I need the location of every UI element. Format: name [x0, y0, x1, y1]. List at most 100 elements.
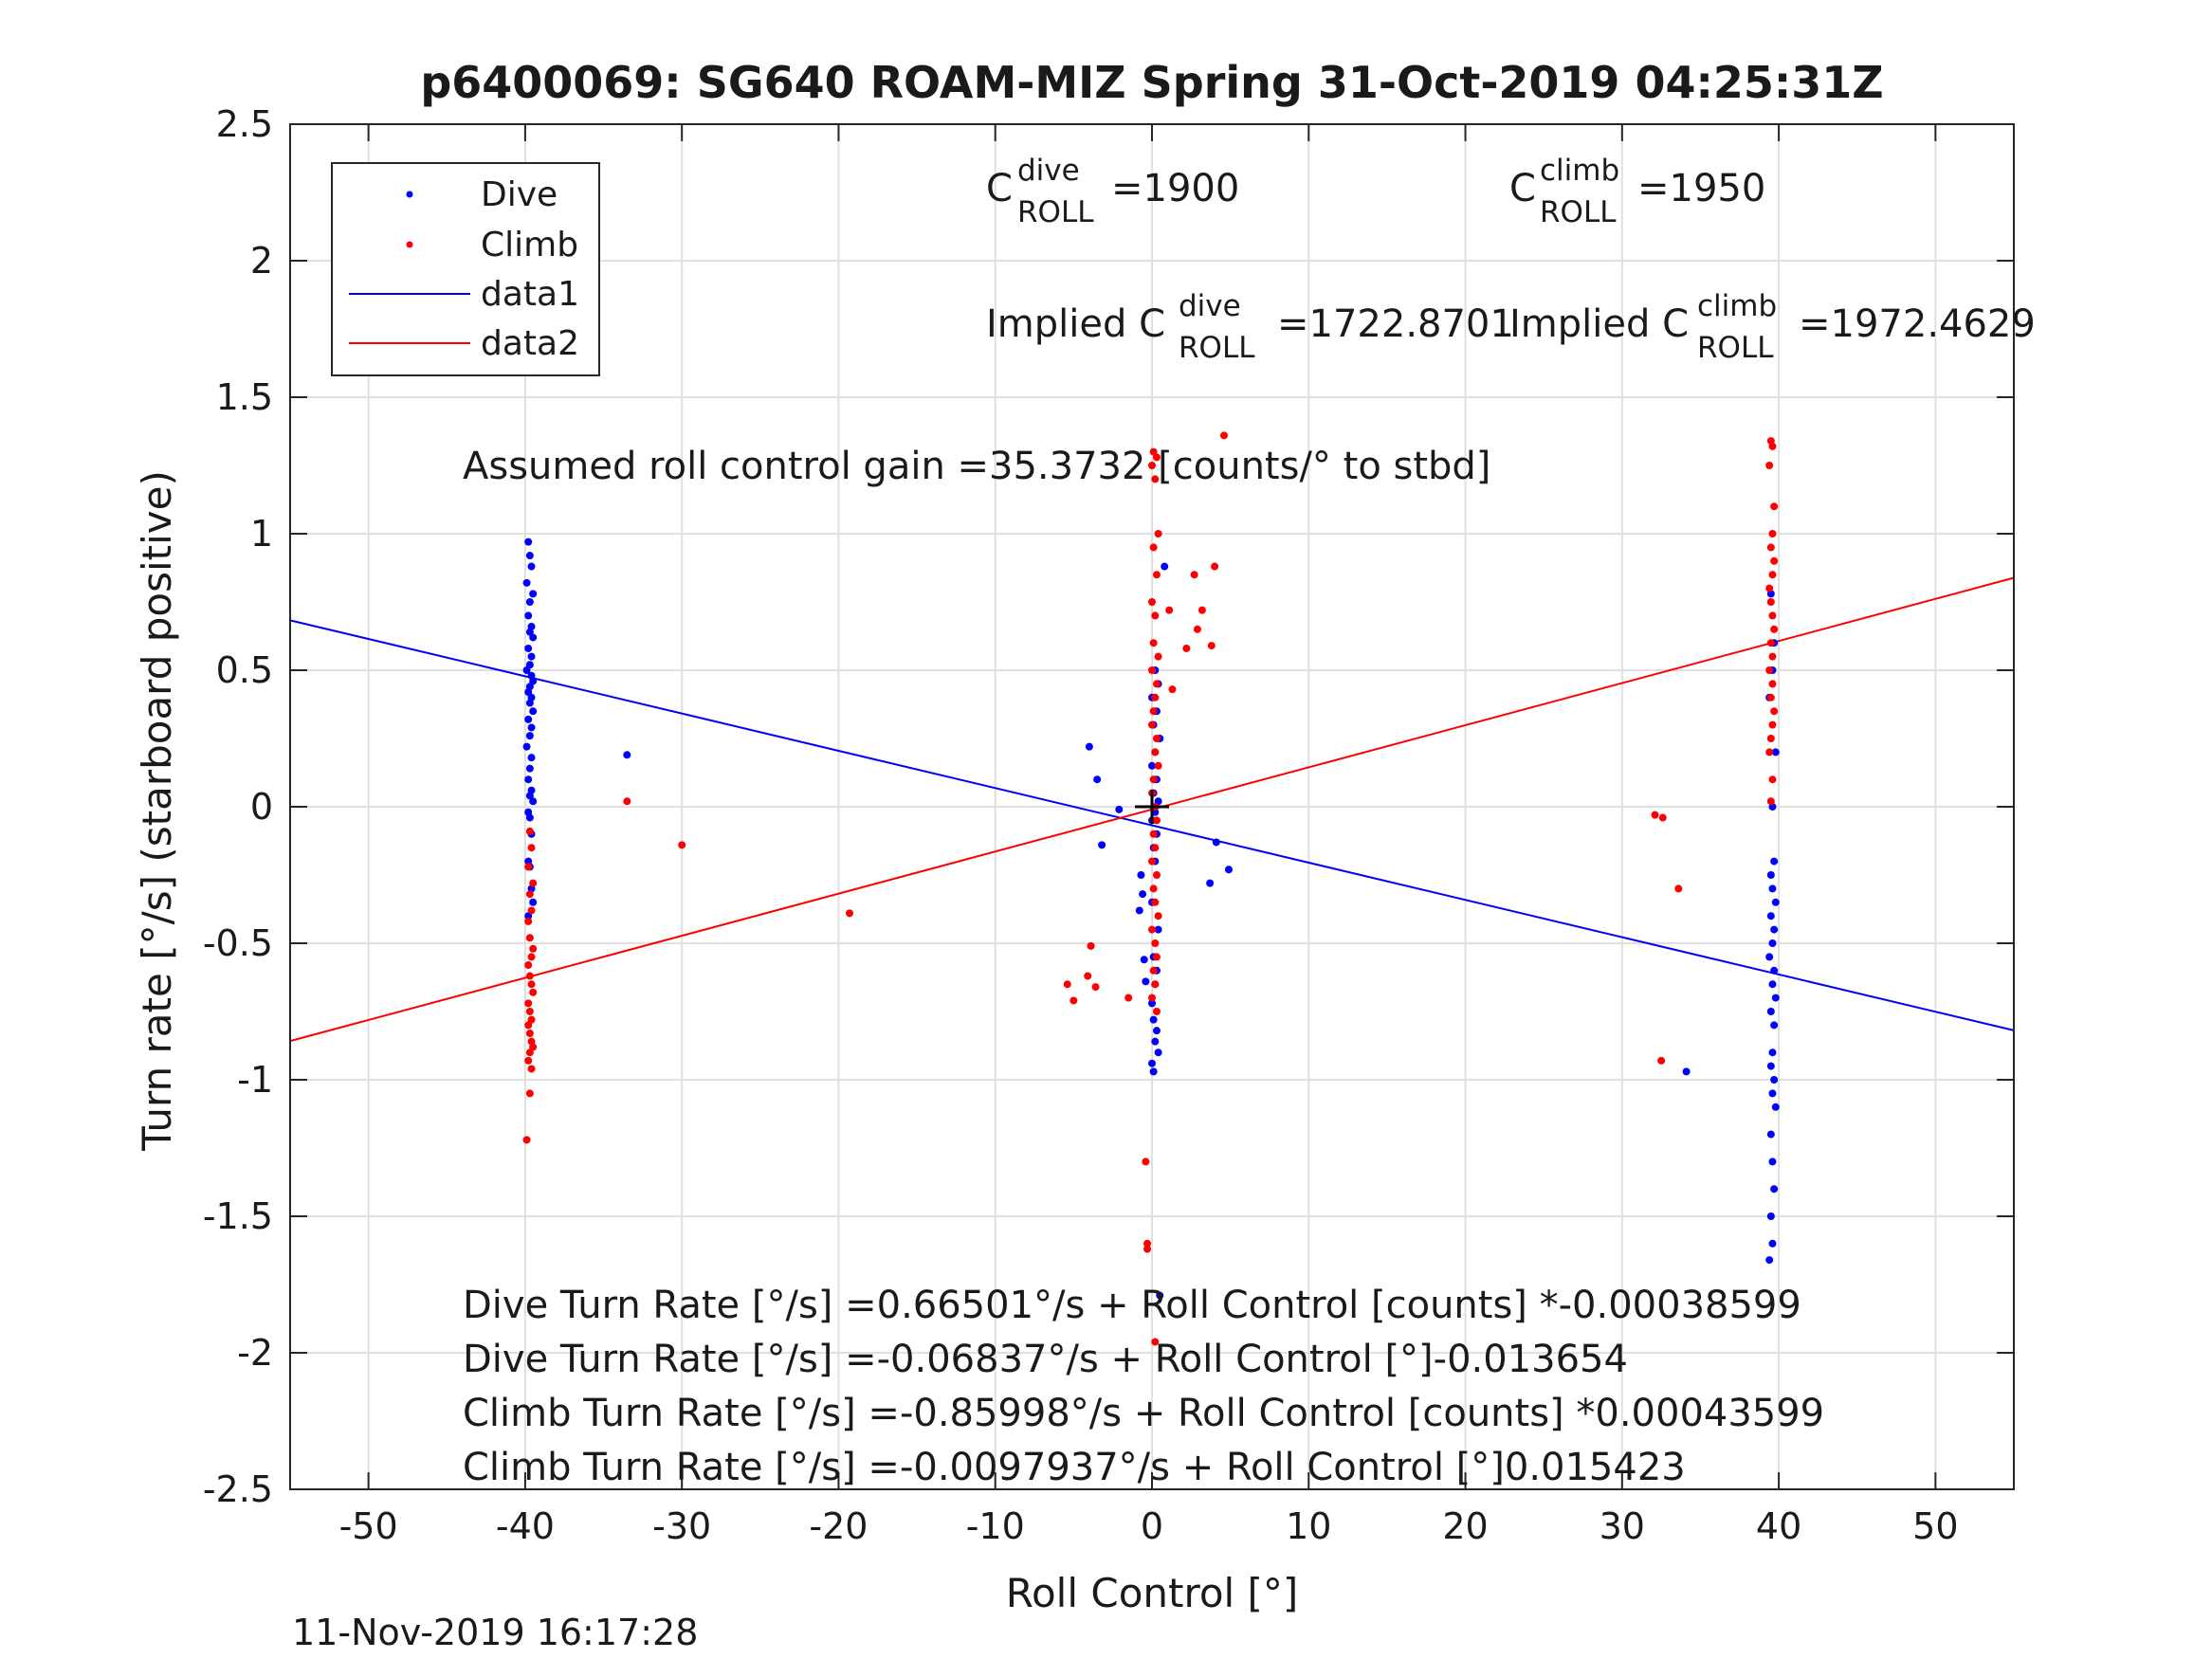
climb-point	[529, 944, 538, 953]
climb-point	[1152, 680, 1161, 688]
legend-dive-marker	[406, 191, 413, 198]
climb-point	[1657, 1056, 1666, 1065]
climb-point	[1770, 556, 1779, 565]
climb-point	[525, 1048, 534, 1057]
implied-climb-sub: ROLL	[1697, 331, 1774, 365]
climb-point	[1149, 775, 1158, 784]
climb-point	[1152, 953, 1161, 961]
climb-point	[524, 961, 533, 970]
climb-point	[1142, 1158, 1150, 1166]
dive-point	[1768, 1048, 1777, 1057]
legend-data1-label: data1	[481, 275, 579, 314]
climb-point	[1168, 685, 1177, 694]
climb-point	[1768, 720, 1777, 729]
dive-point	[522, 666, 531, 674]
climb-point	[678, 841, 686, 849]
climb-point	[1148, 598, 1156, 606]
dive-point	[529, 797, 538, 806]
climb-point	[1151, 611, 1160, 620]
dive-point	[525, 764, 534, 773]
dive-point	[524, 715, 533, 723]
climb-point	[1149, 707, 1158, 716]
dive-point	[1771, 994, 1780, 1002]
dive-point	[1139, 890, 1147, 899]
c-dive-sup: dive	[1017, 154, 1080, 188]
dive-point	[1148, 999, 1156, 1008]
c-dive-sub: ROLL	[1017, 195, 1094, 229]
y-tick-label: 1	[250, 513, 273, 555]
dive-point	[1154, 925, 1162, 934]
dive-point	[1161, 562, 1169, 571]
dive-point	[1766, 1212, 1775, 1220]
climb-point	[527, 1065, 536, 1073]
dive-point	[1098, 841, 1106, 849]
dive-point	[524, 644, 533, 652]
y-tick-label: -1	[237, 1059, 273, 1101]
fit-equation-2: Dive Turn Rate [°/s] =-0.06837°/s + Roll…	[463, 1338, 1628, 1381]
climb-point	[527, 980, 536, 989]
legend-data2-label: data2	[481, 324, 579, 363]
climb-point	[524, 1021, 533, 1030]
dive-point	[527, 652, 536, 661]
climb-point	[1149, 884, 1158, 893]
x-tick-label: 20	[1442, 1505, 1488, 1547]
dive-point	[1770, 966, 1779, 975]
c-climb-sup: climb	[1540, 154, 1619, 188]
y-tick-label: 2	[250, 240, 273, 282]
dive-point	[1115, 805, 1124, 813]
climb-point	[1152, 871, 1161, 879]
dive-point	[1148, 761, 1156, 770]
x-tick-label: -10	[966, 1505, 1025, 1547]
climb-point	[1152, 735, 1161, 742]
climb-point	[524, 863, 533, 871]
x-tick-label: 0	[1141, 1505, 1163, 1547]
climb-point	[527, 844, 536, 852]
y-tick-label: -1.5	[203, 1195, 273, 1237]
legend: Dive Climb data1 data2	[331, 162, 600, 376]
dive-point	[1154, 1048, 1162, 1057]
climb-point	[1193, 625, 1201, 633]
dive-point	[525, 552, 534, 560]
climb-point	[525, 827, 534, 835]
dive-point	[529, 898, 538, 906]
dive-point	[1149, 1015, 1158, 1024]
climb-point	[1768, 611, 1777, 620]
dive-point	[1206, 879, 1215, 887]
dive-point	[1768, 1089, 1777, 1098]
climb-point	[1770, 707, 1779, 716]
annotation-implied-dive: Implied C dive ROLL =1722.8701	[986, 289, 1514, 365]
c-climb-prefix: C	[1509, 167, 1536, 210]
y-tick-label: -0.5	[203, 922, 273, 964]
climb-point	[1149, 639, 1158, 647]
climb-point	[1768, 680, 1777, 688]
climb-point	[1152, 816, 1161, 825]
center-marker	[1135, 790, 1169, 824]
dive-point	[525, 732, 534, 740]
climb-point	[1069, 996, 1078, 1005]
climb-point	[1154, 912, 1162, 921]
data1-line	[289, 619, 2015, 1031]
legend-climb-marker	[406, 241, 413, 248]
climb-point	[1651, 811, 1659, 819]
climb-point	[1765, 462, 1774, 469]
x-tick-label: 50	[1912, 1505, 1958, 1547]
climb-point	[1765, 748, 1774, 757]
climb-point	[1211, 562, 1219, 571]
annotation-c-climb: C climb ROLL =1950	[1509, 154, 1765, 229]
climb-point	[525, 1030, 534, 1038]
climb-point	[1148, 925, 1156, 934]
climb-point	[1063, 980, 1071, 989]
climb-point	[623, 797, 631, 806]
legend-box	[331, 162, 600, 376]
x-axis-label: Roll Control [°]	[1006, 1570, 1299, 1616]
climb-point	[1768, 571, 1777, 579]
y-tick-label: -2.5	[203, 1468, 273, 1510]
climb-point	[524, 1056, 533, 1065]
dive-point	[1156, 1291, 1164, 1300]
x-tick-label: 40	[1756, 1505, 1801, 1547]
dive-point	[529, 590, 538, 598]
climb-point	[1148, 857, 1156, 866]
dive-point	[529, 707, 538, 716]
dive-point	[1768, 939, 1777, 947]
dive-point	[1770, 857, 1779, 866]
